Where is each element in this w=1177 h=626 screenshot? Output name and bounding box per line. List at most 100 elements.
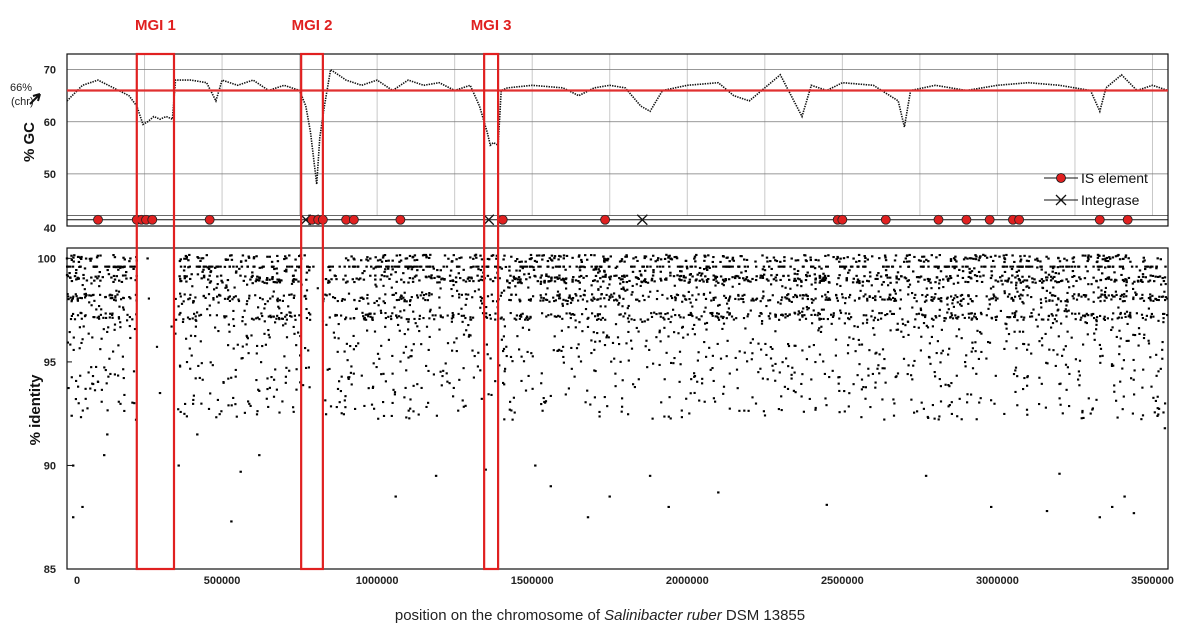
identity-point [749,309,752,312]
identity-point [278,411,281,414]
identity-point [342,413,345,416]
identity-point [1148,279,1152,282]
identity-point [1014,390,1017,393]
identity-point [637,378,640,381]
identity-point [371,386,374,389]
identity-point [945,265,948,268]
identity-point [207,293,211,296]
identity-point [644,278,647,281]
identity-point [658,331,661,334]
identity-point [442,265,445,268]
identity-point [360,374,363,377]
identity-point [823,274,827,277]
identity-point [129,336,132,339]
identity-point [292,296,295,299]
identity-point [73,254,76,257]
identity-point [579,360,583,363]
identity-point [439,315,442,318]
identity-point [924,314,927,317]
identity-point [835,293,838,296]
identity-point [568,265,572,268]
identity-point [1097,286,1100,289]
identity-point [83,293,86,296]
identity-point [597,268,600,271]
identity-point [251,271,254,274]
identity-point [800,285,803,288]
identity-point [714,284,717,287]
identity-point [790,373,793,376]
identity-point [1073,275,1076,278]
identity-point [745,258,749,261]
identity-point [638,270,642,273]
identity-point [539,294,542,297]
identity-point [104,295,107,298]
identity-point [693,333,696,336]
identity-point [800,280,803,283]
identity-point [363,270,366,273]
identity-point [1092,300,1095,303]
identity-point [1039,298,1042,301]
identity-point [429,308,432,311]
identity-point [113,298,116,301]
identity-point [908,260,911,263]
identity-point [610,293,613,296]
identity-point [574,319,577,322]
identity-point [942,278,945,281]
identity-point [502,335,505,338]
identity-point [117,344,120,347]
identity-point [913,296,916,299]
identity-point [836,299,839,302]
identity-point [1038,279,1042,282]
identity-point [439,287,442,290]
identity-point [994,374,997,377]
identity-point [428,294,431,297]
identity-point [1149,274,1152,277]
identity-point [316,287,319,290]
identity-point [1158,407,1161,410]
identity-point [179,311,182,314]
identity-point [372,385,375,388]
identity-point [1022,330,1025,333]
identity-point [886,313,889,316]
identity-point [861,322,865,325]
identity-point [264,303,267,306]
identity-point [1162,280,1166,283]
identity-point [779,302,782,305]
identity-point [604,318,607,321]
identity-point [371,316,374,319]
identity-point [691,327,694,330]
identity-point [207,278,210,281]
identity-point [393,306,396,309]
identity-point [962,297,965,300]
identity-point [665,351,668,354]
identity-point [260,312,263,315]
identity-point [1004,322,1007,325]
identity-point [1137,344,1140,347]
identity-point [942,286,945,289]
identity-point [361,272,364,275]
identity-point [179,295,182,298]
identity-point [880,283,884,286]
identity-point [842,257,846,260]
identity-point [921,294,924,297]
identity-point [382,372,385,375]
identity-point [801,310,804,313]
identity-point [458,296,461,299]
identity-point [614,323,618,326]
identity-point [985,256,989,259]
identity-point [93,279,96,282]
identity-point [639,284,642,287]
identity-point [250,334,253,337]
identity-point [343,298,346,301]
identity-point [232,347,235,350]
identity-point [503,370,506,373]
identity-point [88,301,91,304]
identity-point [305,317,308,320]
identity-point [625,342,628,345]
identity-point [187,259,190,262]
identity-point [489,317,492,320]
identity-point [625,274,629,277]
identity-point [1126,322,1129,325]
identity-point [1147,339,1150,342]
identity-point [74,293,77,296]
